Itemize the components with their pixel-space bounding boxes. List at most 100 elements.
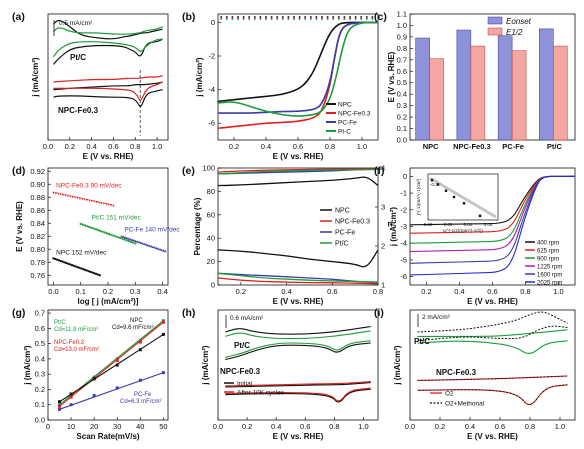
y-axis-label: j (mA/cm²) xyxy=(31,57,40,97)
inset-x-tick: 0.04 xyxy=(464,222,473,227)
cv-curve-6 xyxy=(53,75,163,83)
bar-e-onset xyxy=(539,28,554,141)
x-tick-label: 0.2 xyxy=(229,142,239,151)
tafel-point xyxy=(64,194,67,197)
tafel-point xyxy=(59,260,62,263)
x-tick-label: 0.6 xyxy=(327,287,337,296)
x-tick-label: 1.0 xyxy=(357,142,367,151)
x-tick-label: 50 xyxy=(159,422,167,431)
data-point xyxy=(58,403,62,407)
cd-value: Cd=9.6 mF/cm² xyxy=(112,325,154,331)
cd-value: Cd=6.3 mF/cm² xyxy=(120,399,162,405)
rrde-dot xyxy=(231,18,234,20)
legend-entry: 400 rpm xyxy=(537,241,559,247)
y2-tick-label: 4 xyxy=(381,164,385,173)
x-tick-label: 0.8 xyxy=(329,422,339,431)
tafel-point xyxy=(134,239,137,243)
y-axis-label: j (mA/cm²) xyxy=(389,207,398,247)
lsv-curve-2 xyxy=(217,21,378,114)
y-tick-label: 0.2 xyxy=(397,113,407,122)
legend-entry: 625 rpm xyxy=(537,249,559,255)
x-tick-label: 10 xyxy=(67,422,75,431)
inset-band xyxy=(429,176,497,219)
tafel-point xyxy=(61,193,65,197)
x-tick-label: 0.4 xyxy=(157,287,167,296)
scale-bar-label: 0.6 mA/cm² xyxy=(230,315,264,322)
x-tick-label: 0.8 xyxy=(520,287,530,296)
tafel-point xyxy=(134,242,137,245)
tafel-point xyxy=(107,203,110,206)
tafel-point xyxy=(129,237,132,241)
legend-entry: E1/2 xyxy=(506,28,523,37)
x-tick-label: 0.3 xyxy=(130,287,140,296)
tafel-point xyxy=(56,258,59,261)
x-axis-label: E (V vs. RHE) xyxy=(273,432,324,441)
rrde-dot xyxy=(321,18,323,20)
tafel-point xyxy=(114,235,117,238)
cv-curve-7 xyxy=(53,81,164,101)
x-axis-label: log [ j (mA/cm²)] xyxy=(78,297,139,306)
legend-entry: PC-Fe xyxy=(335,230,355,237)
x-axis-label: E (V vs. RHE) xyxy=(467,297,518,306)
y-tick-label: 60 xyxy=(207,210,215,219)
tafel-point xyxy=(156,247,160,250)
curve-label-ptc: Pt/C xyxy=(414,337,430,346)
tafel-point xyxy=(141,242,144,245)
pt-meoh-down xyxy=(417,325,568,342)
y-tick-label: 0.7 xyxy=(35,309,45,318)
tafel-point xyxy=(58,259,61,262)
scale-bar-label: 0.5 mA/cm² xyxy=(59,20,93,27)
data-point xyxy=(58,404,62,408)
cv-cycled-up xyxy=(225,330,371,340)
y-tick-label: 1.0 xyxy=(397,21,407,30)
inset-point xyxy=(462,202,466,205)
tafel-slope-label: NPC 152 mV/dec xyxy=(56,249,107,256)
y-axis-label: E (V vs. RHE) xyxy=(387,51,396,102)
rrde-dot xyxy=(248,18,251,20)
y-axis-label: j (mA/cm²) xyxy=(195,57,204,97)
y-axis-label: Percentage (%) xyxy=(193,197,202,255)
x-tick-label: 0.8 xyxy=(325,142,335,151)
cv-curve-5 xyxy=(53,89,163,107)
cv-initial-down xyxy=(225,342,371,361)
cv-curve-3 xyxy=(52,38,163,58)
tafel-point xyxy=(79,222,82,225)
cd-label: PC-Fe xyxy=(134,392,152,398)
bar-e-half xyxy=(470,45,486,141)
tafel-point xyxy=(86,225,89,228)
tafel-point xyxy=(85,269,88,272)
inset-point xyxy=(436,183,440,186)
tafel-point xyxy=(100,202,103,205)
tafel-point xyxy=(123,238,126,241)
x-tick-label: 0.4 xyxy=(454,287,464,296)
y-tick-label: 0 xyxy=(211,18,215,27)
rrde-dot xyxy=(265,18,267,20)
tafel-point xyxy=(97,229,100,232)
x-tick-label: 1.0 xyxy=(358,422,368,431)
fe-meoh-down xyxy=(417,384,568,405)
tafel-point xyxy=(59,193,62,196)
tafel-point xyxy=(54,258,57,261)
x-tick-label: 0.6 xyxy=(108,142,118,151)
tafel-point xyxy=(123,236,127,239)
y-tick-label: 0.84 xyxy=(30,219,45,228)
y-tick-label: -5 xyxy=(400,255,407,264)
cv-initial-up xyxy=(225,325,371,335)
tafel-point xyxy=(127,237,130,240)
tafel-point xyxy=(67,262,70,265)
panel-label-d: (d) xyxy=(12,165,25,177)
fit-line-1 xyxy=(59,321,164,407)
rrde-dot xyxy=(220,18,223,20)
y-tick-label: -6 xyxy=(208,119,215,128)
tafel-point xyxy=(163,249,167,253)
x-tick-label: 40 xyxy=(136,422,144,431)
tafel-point xyxy=(52,257,55,260)
x-tick-label: 1.0 xyxy=(555,422,565,431)
tafel-point xyxy=(74,265,77,268)
y-tick-label: 0.5 xyxy=(397,78,407,87)
data-point xyxy=(115,363,119,367)
tafel-point xyxy=(129,240,132,243)
rrde-dot xyxy=(365,18,368,20)
legend-entry: PC-Fe xyxy=(338,120,357,127)
x-tick-label: 0.6 xyxy=(300,422,310,431)
